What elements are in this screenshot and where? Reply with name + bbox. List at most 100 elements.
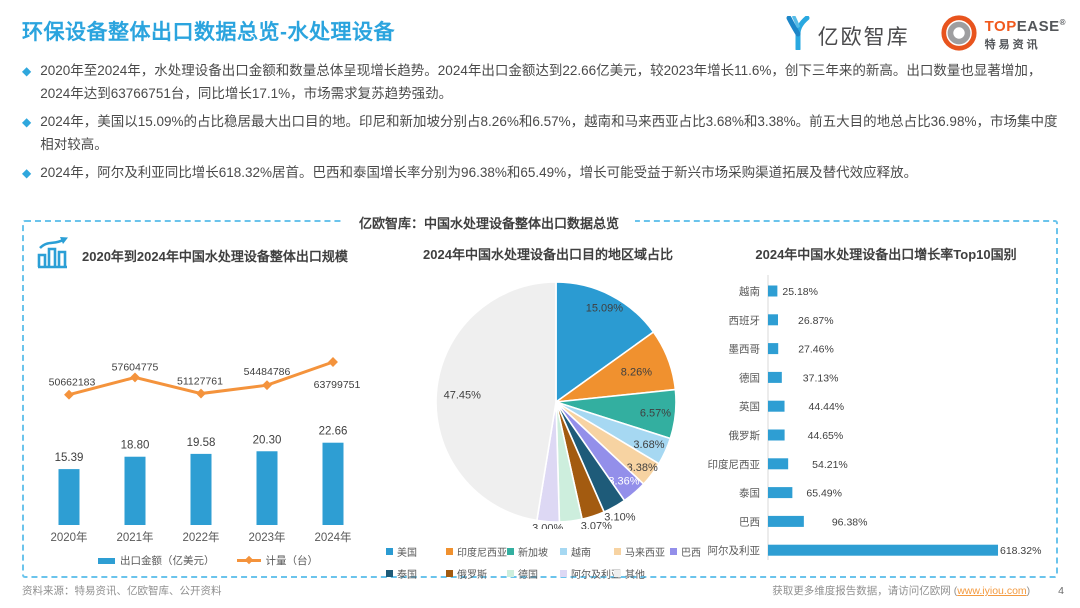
page-title: 环保设备整体出口数据总览-水处理设备 — [22, 21, 395, 44]
svg-text:15.39: 15.39 — [55, 452, 84, 464]
legend-swatch — [386, 548, 393, 555]
legend-label: 巴西 — [681, 548, 701, 559]
destination-pie-title: 2024年中国水处理设备出口目的地区域占比 — [423, 247, 673, 262]
iyiou-logo-icon — [785, 15, 811, 55]
pie-legend: 美国 印度尼西亚 新加坡 越南 马来西亚 巴西 泰国 俄罗斯 德国 阿尔及利亚 其他 — [386, 544, 726, 581]
pie-legend-item: 越南 — [560, 544, 614, 559]
legend-swatch — [507, 570, 514, 577]
header: 环保设备整体出口数据总览-水处理设备 亿欧智库 — [22, 8, 1066, 57]
svg-text:50662183: 50662183 — [49, 377, 96, 389]
growth-top10-chart: 越南 25.18% 西班牙 26.87% 墨西哥 27.46% 德国 37.13% 英国 44.4… — [708, 275, 1041, 560]
svg-text:22.66: 22.66 — [319, 426, 348, 438]
svg-text:6.57%: 6.57% — [640, 407, 671, 419]
svg-text:57604775: 57604775 — [112, 361, 159, 373]
svg-text:3.36%: 3.36% — [608, 476, 639, 488]
pie-legend-item: 其他 — [614, 566, 670, 581]
footer-right: 获取更多维度报告数据，请访问亿欧网 (www.iyiou.com) 4 — [772, 583, 1064, 598]
bullet-text: 2024年，美国以15.09%的占比稳居最大出口目的地。印尼和新加坡分别占8.2… — [40, 113, 1058, 152]
svg-text:20.30: 20.30 — [253, 434, 282, 446]
svg-text:2021年: 2021年 — [116, 530, 153, 544]
svg-text:47.45%: 47.45% — [444, 389, 482, 401]
svg-text:3.07%: 3.07% — [581, 521, 612, 529]
iyiou-logo: 亿欧智库 — [785, 15, 910, 55]
pie-legend-item: 阿尔及利亚 — [560, 566, 621, 581]
panel-title: 亿欧智库：中国水处理设备整体出口数据总览 — [342, 213, 636, 232]
svg-text:44.65%: 44.65% — [808, 430, 844, 442]
legend-swatch — [560, 570, 567, 577]
legend-label: 美国 — [397, 548, 417, 559]
footer: 资料来源：特易资讯、亿欧智库、公开资料 获取更多维度报告数据，请访问亿欧网 (w… — [22, 583, 1064, 598]
iyiou-logo-text: 亿欧智库 — [817, 25, 910, 49]
legend-label: 泰国 — [397, 570, 417, 581]
svg-text:2020年: 2020年 — [50, 530, 87, 544]
svg-text:26.87%: 26.87% — [798, 315, 834, 327]
svg-text:3.68%: 3.68% — [633, 439, 664, 451]
svg-text:8.26%: 8.26% — [621, 366, 652, 378]
combo-chart-legend: 出口金额（亿美元） 计量（台） — [32, 553, 384, 568]
svg-text:墨西哥: 墨西哥 — [729, 344, 761, 356]
bullet-diamond-icon: ◆ — [22, 64, 32, 78]
svg-text:37.13%: 37.13% — [803, 372, 839, 384]
iyiou-link[interactable]: www.iyiou.com — [957, 585, 1027, 597]
legend-item-amount: 出口金额（亿美元） — [98, 553, 215, 568]
svg-text:51127761: 51127761 — [177, 376, 223, 388]
legend-label: 俄罗斯 — [457, 570, 487, 581]
growth-top10-title: 2024年中国水处理设备出口增长率Top10国别 — [755, 247, 1017, 262]
legend-swatch — [386, 570, 393, 577]
svg-text:44.44%: 44.44% — [809, 401, 845, 413]
svg-text:618.32%: 618.32% — [1000, 545, 1041, 557]
legend-swatch — [446, 548, 453, 555]
svg-text:2024年: 2024年 — [314, 530, 351, 544]
svg-text:俄罗斯: 俄罗斯 — [729, 429, 761, 442]
bullet-diamond-icon: ◆ — [22, 165, 32, 180]
bullet-item: ◆ 2020年至2024年，水处理设备出口金额和数量总体呈现增长趋势。2024年… — [22, 60, 1068, 106]
svg-text:19.58: 19.58 — [187, 437, 216, 449]
svg-text:3.00%: 3.00% — [532, 523, 563, 529]
pie-legend-item: 巴西 — [670, 544, 726, 559]
svg-text:54.21%: 54.21% — [812, 459, 848, 471]
svg-text:德国: 德国 — [739, 371, 760, 384]
svg-text:英国: 英国 — [739, 400, 760, 413]
svg-text:18.80: 18.80 — [121, 440, 150, 452]
legend-bar-swatch — [98, 557, 115, 564]
svg-text:96.38%: 96.38% — [832, 516, 868, 528]
legend-label: 印度尼西亚 — [457, 548, 507, 559]
legend-item-quantity: 计量（台） — [236, 553, 318, 568]
destination-pie-chart: 15.09% 8.26% 6.57% 3.68% 3.38% 3.36% 3.10%3.07… — [435, 281, 677, 529]
legend-label: 其他 — [625, 570, 645, 581]
legend-label: 德国 — [518, 570, 538, 581]
bullet-text: 2020年至2024年，水处理设备出口金额和数量总体呈现增长趋势。2024年出口… — [40, 63, 1042, 101]
pie-legend-item: 印度尼西亚 — [446, 544, 507, 559]
header-logos: 亿欧智库 TOPEASE® 特易资讯 — [785, 14, 1066, 57]
summary-bullets: ◆ 2020年至2024年，水处理设备出口金额和数量总体呈现增长趋势。2024年… — [22, 60, 1068, 190]
pie-legend-item: 俄罗斯 — [446, 566, 507, 581]
pie-legend-item: 泰国 — [386, 566, 446, 581]
bullet-item: ◆ 2024年，美国以15.09%的占比稳居最大出口目的地。印尼和新加坡分别占8… — [22, 111, 1068, 157]
legend-swatch — [614, 548, 621, 555]
export-scale-chart-header: 2020年到2024年中国水处理设备整体出口规模 — [34, 236, 348, 275]
charts-panel: 亿欧智库：中国水处理设备整体出口数据总览 2020年到2024年中国水处理设备整… — [22, 213, 1058, 581]
source-note: 资料来源：特易资讯、亿欧智库、公开资料 — [22, 585, 222, 597]
legend-swatch — [446, 570, 453, 577]
topease-logo-text: TOPEASE® 特易资讯 — [984, 17, 1066, 51]
topease-logo-icon — [940, 14, 978, 57]
legend-label: 新加坡 — [518, 548, 548, 559]
svg-text:3.10%: 3.10% — [604, 511, 635, 523]
svg-text:印度尼西亚: 印度尼西亚 — [708, 458, 761, 471]
topease-logo: TOPEASE® 特易资讯 — [940, 14, 1066, 57]
legend-swatch — [670, 548, 677, 555]
svg-text:泰国: 泰国 — [739, 487, 760, 500]
legend-swatch — [614, 570, 621, 577]
legend-line-swatch — [236, 559, 261, 562]
svg-text:63799751: 63799751 — [314, 379, 361, 391]
export-scale-combo-chart: 15.39 2020年 18.80 2021年 19.58 2022年 20.30 2023年… — [49, 357, 361, 544]
svg-text:阿尔及利亚: 阿尔及利亚 — [708, 544, 761, 557]
svg-text:25.18%: 25.18% — [782, 286, 818, 298]
svg-text:巴西: 巴西 — [739, 516, 760, 528]
svg-text:西班牙: 西班牙 — [729, 315, 761, 327]
more-data-note: 获取更多维度报告数据，请访问亿欧网 (www.iyiou.com) — [772, 585, 1031, 597]
bullet-diamond-icon: ◆ — [22, 114, 32, 129]
svg-text:越南: 越南 — [739, 285, 760, 298]
page-number: 4 — [1058, 584, 1064, 597]
